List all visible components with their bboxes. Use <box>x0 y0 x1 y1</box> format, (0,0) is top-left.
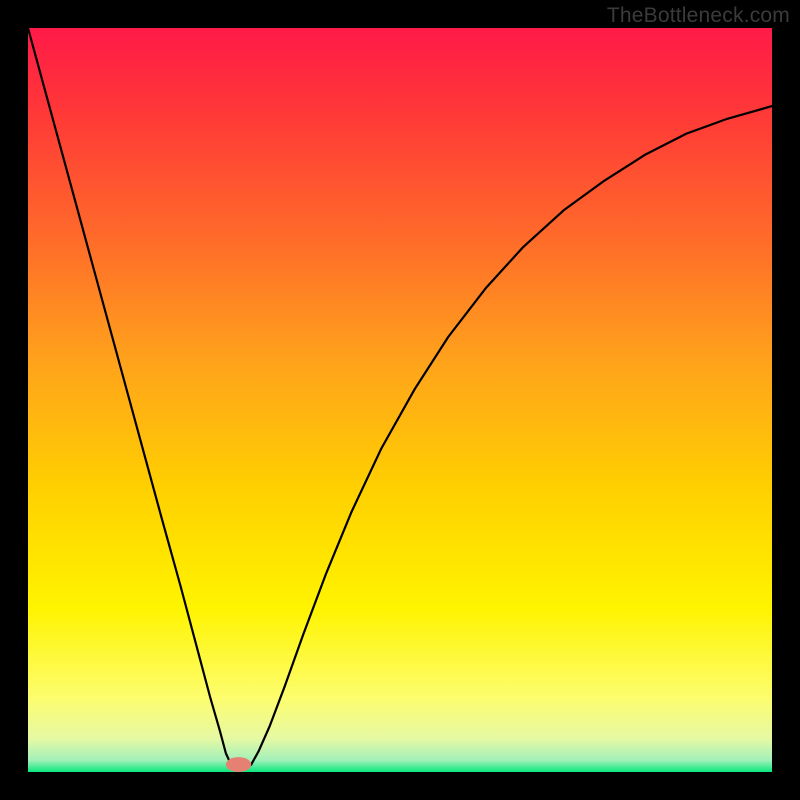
bottleneck-curve-plot <box>0 0 800 800</box>
chart-canvas: TheBottleneck.com <box>0 0 800 800</box>
watermark-text: TheBottleneck.com <box>607 4 790 28</box>
optimal-point-marker <box>226 757 251 772</box>
plot-background <box>28 28 772 772</box>
